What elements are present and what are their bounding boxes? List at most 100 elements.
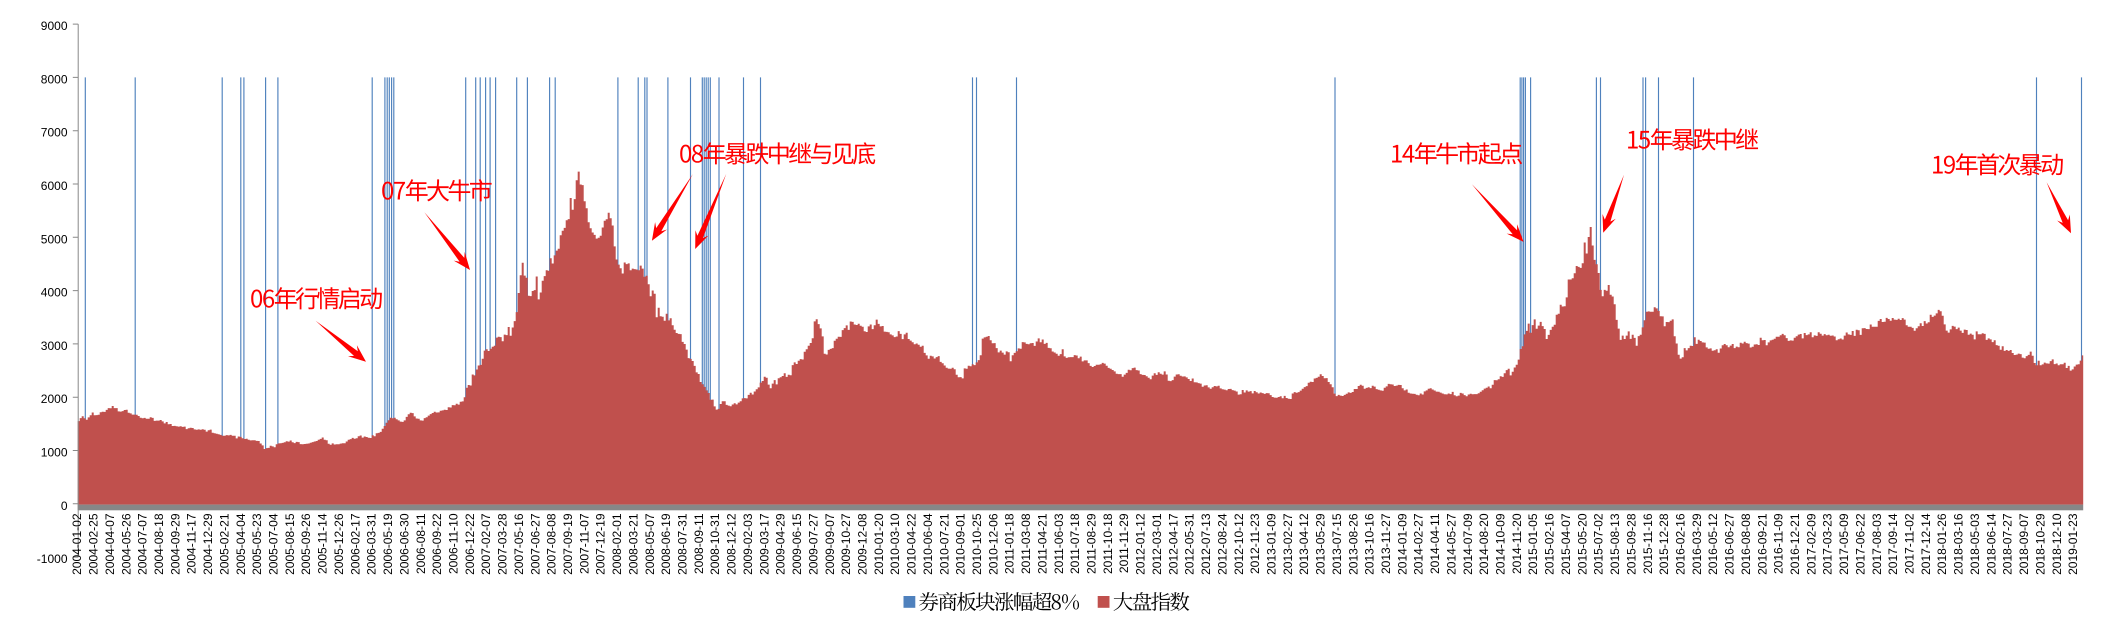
svg-text:2008-02-01: 2008-02-01 (610, 513, 624, 575)
svg-text:2017-09-14: 2017-09-14 (1886, 513, 1900, 575)
svg-text:2008-10-31: 2008-10-31 (708, 513, 722, 575)
svg-text:2016-03-29: 2016-03-29 (1690, 513, 1704, 575)
svg-text:2014-10-09: 2014-10-09 (1494, 513, 1508, 575)
svg-text:2011-11-29: 2011-11-29 (1117, 513, 1131, 573)
svg-text:2005-04-04: 2005-04-04 (234, 513, 248, 575)
svg-text:2009-02-03: 2009-02-03 (741, 513, 755, 575)
svg-text:2018-01-26: 2018-01-26 (1935, 513, 1949, 575)
svg-text:2009-12-08: 2009-12-08 (856, 513, 870, 575)
svg-text:2014-01-09: 2014-01-09 (1395, 513, 1409, 575)
svg-text:2012-03-01: 2012-03-01 (1150, 513, 1164, 575)
svg-text:2013-08-26: 2013-08-26 (1346, 513, 1360, 575)
svg-text:2017-06-22: 2017-06-22 (1853, 513, 1867, 575)
svg-text:4000: 4000 (41, 286, 68, 300)
svg-text:2015-08-13: 2015-08-13 (1608, 513, 1622, 575)
svg-text:2005-12-26: 2005-12-26 (332, 513, 346, 575)
svg-text:2008-09-11: 2008-09-11 (692, 513, 706, 574)
svg-text:2013-05-29: 2013-05-29 (1314, 513, 1328, 575)
svg-text:2014-02-27: 2014-02-27 (1412, 513, 1426, 575)
svg-text:2016-09-21: 2016-09-21 (1755, 513, 1769, 575)
svg-text:0: 0 (61, 499, 68, 513)
svg-text:2013-11-27: 2013-11-27 (1379, 513, 1393, 574)
svg-text:2005-08-15: 2005-08-15 (283, 513, 297, 575)
svg-text:2011-01-18: 2011-01-18 (1003, 513, 1017, 574)
svg-text:2016-08-08: 2016-08-08 (1739, 513, 1753, 575)
svg-text:2015-07-02: 2015-07-02 (1592, 513, 1606, 575)
svg-text:2010-04-22: 2010-04-22 (905, 513, 919, 575)
svg-text:2004-08-18: 2004-08-18 (152, 513, 166, 575)
svg-text:2012-08-24: 2012-08-24 (1215, 513, 1229, 575)
svg-text:2017-12-14: 2017-12-14 (1919, 513, 1933, 575)
svg-text:2011-10-18: 2011-10-18 (1101, 513, 1115, 574)
svg-text:2012-10-12: 2012-10-12 (1232, 513, 1246, 575)
svg-text:2011-07-18: 2011-07-18 (1068, 513, 1082, 574)
svg-text:2011-08-29: 2011-08-29 (1085, 513, 1099, 574)
svg-text:1000: 1000 (41, 446, 68, 460)
svg-text:2011-03-08: 2011-03-08 (1019, 513, 1033, 574)
svg-text:2012-07-13: 2012-07-13 (1199, 513, 1213, 575)
svg-text:2006-12-22: 2006-12-22 (463, 513, 477, 575)
svg-text:2007-03-28: 2007-03-28 (496, 513, 510, 575)
svg-text:5000: 5000 (41, 232, 68, 246)
svg-text:2008-05-07: 2008-05-07 (643, 513, 657, 575)
svg-text:9000: 9000 (41, 19, 68, 33)
svg-text:2007-09-19: 2007-09-19 (561, 513, 575, 575)
svg-text:2016-11-09: 2016-11-09 (1772, 513, 1786, 574)
svg-text:2015-12-28: 2015-12-28 (1657, 513, 1671, 575)
svg-text:2009-09-07: 2009-09-07 (823, 513, 837, 575)
svg-text:2014-11-20: 2014-11-20 (1510, 513, 1524, 574)
svg-text:2013-04-12: 2013-04-12 (1297, 513, 1311, 575)
svg-text:7000: 7000 (41, 126, 68, 140)
svg-text:2010-09-01: 2010-09-01 (954, 513, 968, 575)
svg-text:2013-10-16: 2013-10-16 (1363, 513, 1377, 575)
svg-text:2005-09-26: 2005-09-26 (299, 513, 313, 575)
svg-text:2016-12-21: 2016-12-21 (1788, 513, 1802, 575)
svg-text:2010-10-25: 2010-10-25 (970, 513, 984, 575)
svg-text:2007-05-16: 2007-05-16 (512, 513, 526, 575)
svg-text:2015-09-28: 2015-09-28 (1624, 513, 1638, 575)
svg-text:2017-08-03: 2017-08-03 (1870, 513, 1884, 575)
svg-text:2010-03-10: 2010-03-10 (888, 513, 902, 575)
svg-text:2006-11-10: 2006-11-10 (447, 513, 461, 574)
svg-text:-1000: -1000 (37, 552, 68, 566)
svg-text:2009-04-29: 2009-04-29 (774, 513, 788, 575)
svg-text:2013-07-15: 2013-07-15 (1330, 513, 1344, 575)
svg-text:2012-11-23: 2012-11-23 (1248, 513, 1262, 574)
svg-text:2016-05-12: 2016-05-12 (1706, 513, 1720, 575)
svg-text:2012-04-17: 2012-04-17 (1166, 513, 1180, 575)
svg-text:2008-12-12: 2008-12-12 (725, 513, 739, 575)
svg-text:2018-09-07: 2018-09-07 (2017, 513, 2031, 575)
svg-text:2004-02-25: 2004-02-25 (87, 513, 101, 575)
svg-text:2015-05-20: 2015-05-20 (1575, 513, 1589, 575)
svg-text:2016-06-27: 2016-06-27 (1723, 513, 1737, 575)
svg-text:2013-01-09: 2013-01-09 (1265, 513, 1279, 575)
svg-text:2008-07-31: 2008-07-31 (676, 513, 690, 575)
svg-text:2015-01-05: 2015-01-05 (1526, 513, 1540, 575)
svg-text:2007-06-27: 2007-06-27 (528, 513, 542, 575)
svg-text:2014-04-11: 2014-04-11 (1428, 513, 1442, 574)
svg-text:2016-02-16: 2016-02-16 (1674, 513, 1688, 575)
svg-text:6000: 6000 (41, 179, 68, 193)
svg-text:2012-01-12: 2012-01-12 (1134, 513, 1148, 575)
svg-text:2006-05-19: 2006-05-19 (381, 513, 395, 575)
svg-text:2009-07-27: 2009-07-27 (806, 513, 820, 575)
svg-text:2006-06-30: 2006-06-30 (397, 513, 411, 575)
svg-text:2007-11-07: 2007-11-07 (577, 513, 591, 574)
svg-text:2014-05-27: 2014-05-27 (1444, 513, 1458, 575)
svg-text:2018-10-29: 2018-10-29 (2033, 513, 2047, 575)
svg-text:2018-07-27: 2018-07-27 (2001, 513, 2015, 575)
svg-text:2007-02-07: 2007-02-07 (479, 513, 493, 575)
svg-text:2004-04-07: 2004-04-07 (103, 513, 117, 575)
svg-text:2004-01-02: 2004-01-02 (70, 513, 84, 575)
svg-text:2013-02-27: 2013-02-27 (1281, 513, 1295, 575)
svg-text:2015-02-16: 2015-02-16 (1543, 513, 1557, 575)
svg-text:2011-04-21: 2011-04-21 (1035, 513, 1049, 574)
svg-text:2017-02-09: 2017-02-09 (1804, 513, 1818, 575)
svg-text:2018-05-03: 2018-05-03 (1968, 513, 1982, 575)
svg-text:2004-11-17: 2004-11-17 (185, 513, 199, 574)
svg-text:2017-05-09: 2017-05-09 (1837, 513, 1851, 575)
svg-text:2006-09-22: 2006-09-22 (430, 513, 444, 575)
svg-text:2000: 2000 (41, 392, 68, 406)
svg-text:2011-06-03: 2011-06-03 (1052, 513, 1066, 574)
svg-text:8000: 8000 (41, 72, 68, 86)
